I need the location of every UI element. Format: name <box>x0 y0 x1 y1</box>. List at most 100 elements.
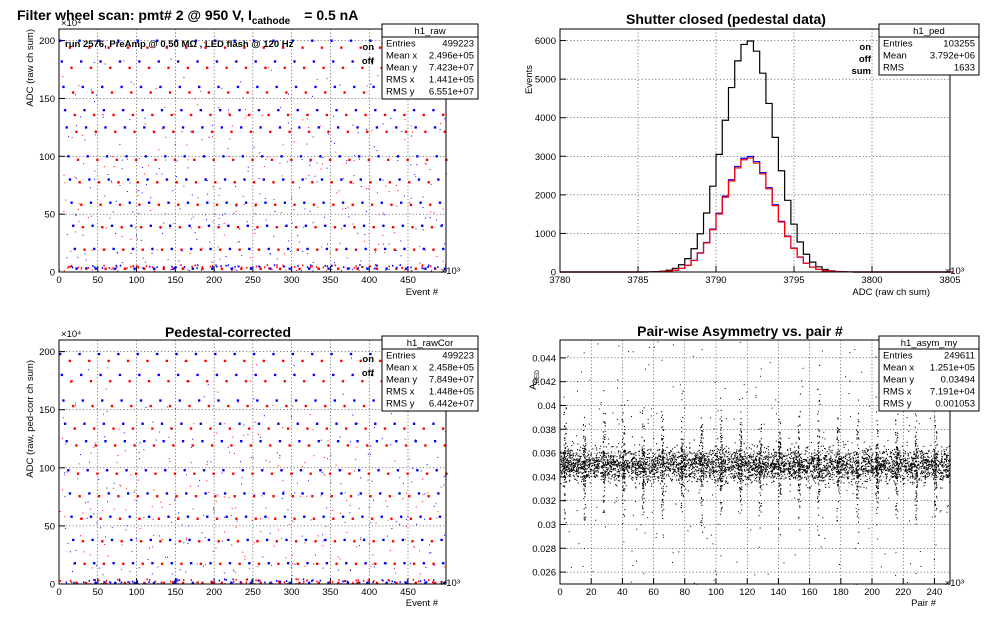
point <box>865 461 867 463</box>
point-off <box>243 46 246 49</box>
point-baseline <box>427 266 429 268</box>
point-on <box>227 224 230 227</box>
point-baseline <box>225 264 227 267</box>
point-transition <box>376 150 378 152</box>
point-baseline <box>381 579 383 581</box>
point-transition <box>261 115 263 117</box>
x-tick-label: 450 <box>400 275 416 286</box>
point-on <box>182 126 185 129</box>
point-baseline <box>196 267 198 270</box>
stats-label: Entries <box>883 39 913 50</box>
point-transition <box>288 240 290 242</box>
point-on <box>441 538 443 542</box>
point-on <box>311 39 314 42</box>
point <box>644 471 646 473</box>
point-on <box>274 373 277 377</box>
point-off <box>155 158 157 161</box>
point-off <box>169 404 172 408</box>
point-on <box>202 126 204 129</box>
point-transition <box>346 160 348 162</box>
point-baseline <box>176 580 179 582</box>
point-off <box>426 158 429 161</box>
point-off <box>75 444 78 447</box>
point-off <box>98 181 101 184</box>
point-transition <box>235 507 237 509</box>
point-off <box>328 130 330 133</box>
point <box>588 461 590 463</box>
point-off <box>271 472 274 475</box>
point-transition <box>227 148 229 150</box>
point-on <box>177 373 180 377</box>
point-on <box>156 39 159 42</box>
point-on <box>282 492 285 495</box>
point-on <box>244 178 246 181</box>
point-baseline <box>174 266 176 269</box>
point <box>768 455 770 457</box>
point-baseline <box>156 266 158 269</box>
point-transition <box>196 563 198 565</box>
point-transition <box>324 216 326 218</box>
point <box>712 472 714 474</box>
point-on <box>192 581 194 585</box>
point-off <box>97 158 99 161</box>
point <box>756 467 758 469</box>
point-transition <box>169 427 171 429</box>
point-on <box>294 60 296 63</box>
point-transition <box>184 360 186 362</box>
point <box>614 455 616 457</box>
point-transition <box>370 83 372 85</box>
point-off <box>80 517 83 520</box>
point <box>798 455 800 457</box>
point <box>855 465 857 467</box>
point-off <box>302 46 304 49</box>
point-transition <box>372 554 374 556</box>
point-off <box>446 472 448 475</box>
point-transition <box>402 482 404 484</box>
point-transition <box>306 143 308 145</box>
point-transition <box>207 193 209 195</box>
point <box>622 463 624 465</box>
point-transition <box>107 555 109 557</box>
point-transition <box>299 187 301 189</box>
point-on <box>339 469 341 472</box>
point-off <box>93 427 96 430</box>
point <box>749 474 751 476</box>
point <box>606 461 608 464</box>
point-off <box>334 226 337 229</box>
point-baseline <box>116 265 118 268</box>
point-baseline <box>230 581 232 584</box>
point-transition <box>133 83 135 85</box>
point-transition <box>78 463 80 465</box>
point-off <box>365 427 367 430</box>
point-on <box>242 469 245 472</box>
point-off <box>198 540 201 543</box>
point-transition <box>224 582 226 584</box>
point <box>940 460 943 462</box>
point <box>693 457 695 460</box>
point-transition <box>144 117 146 119</box>
point-baseline <box>71 266 74 269</box>
point <box>601 451 603 454</box>
point-on <box>132 247 135 251</box>
point-baseline <box>171 581 174 584</box>
point-transition <box>357 132 359 134</box>
point-baseline <box>103 264 105 267</box>
point <box>934 481 936 483</box>
point-transition <box>242 97 244 99</box>
point-off <box>374 248 377 251</box>
point-off <box>214 181 217 184</box>
point-transition <box>150 197 152 199</box>
point-baseline <box>362 579 365 582</box>
point-off <box>90 66 93 69</box>
point-off <box>193 158 196 161</box>
point-transition <box>433 212 435 214</box>
point-transition <box>75 549 77 551</box>
point-transition <box>426 464 428 466</box>
point-off <box>349 472 351 475</box>
point-off <box>185 359 188 363</box>
point <box>595 465 597 468</box>
point-on <box>263 178 266 181</box>
point-transition <box>382 243 384 245</box>
point-on <box>261 469 264 472</box>
point-transition <box>130 81 132 83</box>
